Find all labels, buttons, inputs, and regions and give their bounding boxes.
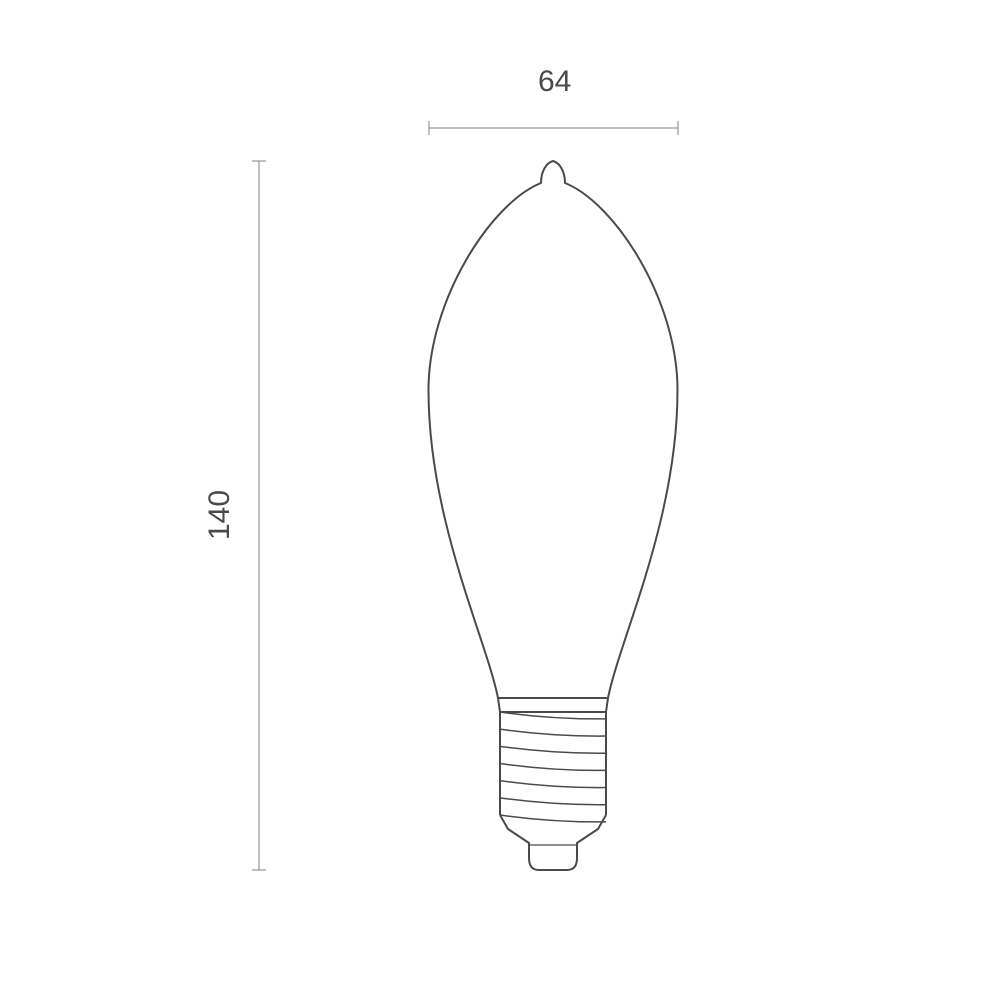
bulb-diagram-svg — [0, 0, 1000, 1000]
diagram-canvas: 64 140 — [0, 0, 1000, 1000]
